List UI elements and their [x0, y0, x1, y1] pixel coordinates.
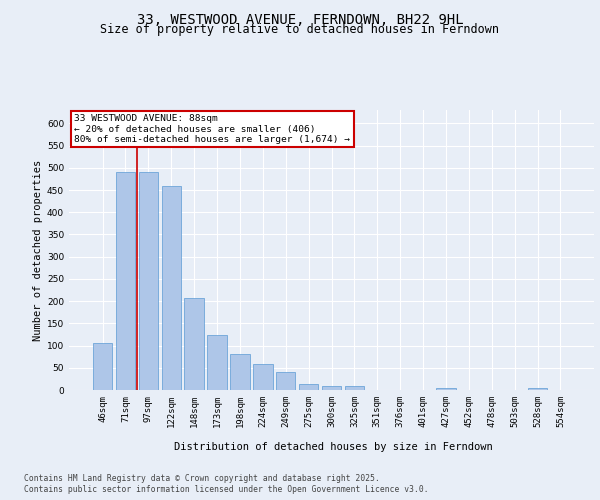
Bar: [139, 172, 158, 390]
Bar: [322, 386, 341, 390]
Text: 33, WESTWOOD AVENUE, FERNDOWN, BH22 9HL: 33, WESTWOOD AVENUE, FERNDOWN, BH22 9HL: [137, 12, 463, 26]
Bar: [528, 388, 547, 390]
Text: Contains public sector information licensed under the Open Government Licence v3: Contains public sector information licen…: [24, 485, 428, 494]
Bar: [299, 384, 319, 390]
Text: Size of property relative to detached houses in Ferndown: Size of property relative to detached ho…: [101, 22, 499, 36]
Bar: [116, 172, 135, 390]
Text: 33 WESTWOOD AVENUE: 88sqm
← 20% of detached houses are smaller (406)
80% of semi: 33 WESTWOOD AVENUE: 88sqm ← 20% of detac…: [74, 114, 350, 144]
Bar: [344, 386, 364, 390]
Bar: [208, 336, 227, 390]
Text: Distribution of detached houses by size in Ferndown: Distribution of detached houses by size …: [173, 442, 493, 452]
Bar: [93, 344, 112, 390]
Bar: [184, 298, 204, 390]
Bar: [253, 364, 272, 390]
Y-axis label: Number of detached properties: Number of detached properties: [33, 160, 43, 340]
Bar: [230, 354, 250, 390]
Text: Contains HM Land Registry data © Crown copyright and database right 2025.: Contains HM Land Registry data © Crown c…: [24, 474, 380, 483]
Bar: [436, 388, 455, 390]
Bar: [276, 372, 295, 390]
Bar: [161, 186, 181, 390]
